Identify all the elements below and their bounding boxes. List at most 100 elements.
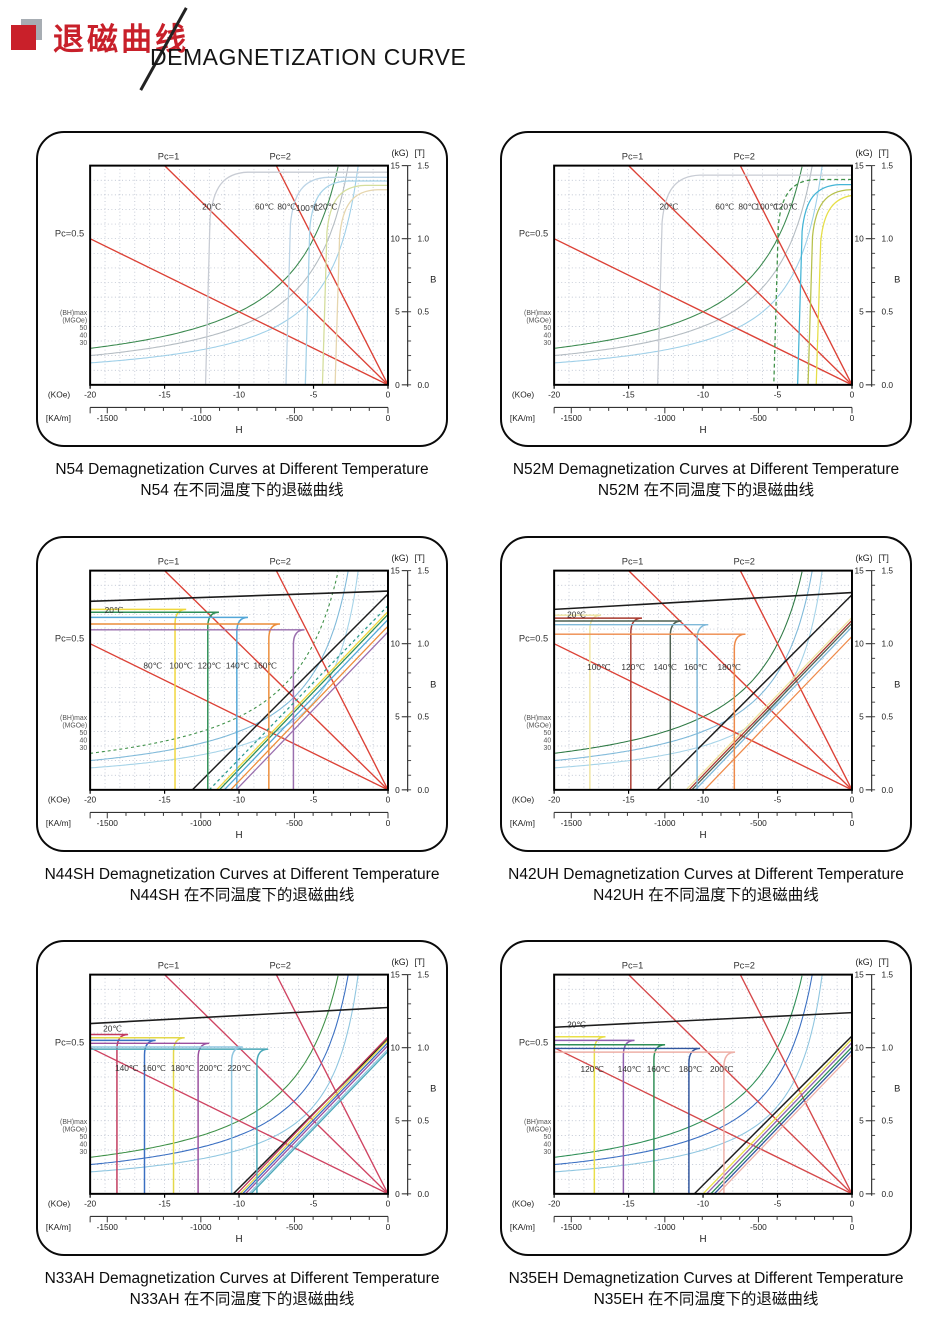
svg-text:[KA/m]: [KA/m] [509,413,534,423]
svg-text:-1000: -1000 [190,413,212,423]
svg-text:-20: -20 [548,390,560,400]
svg-text:(kG): (kG) [391,148,408,158]
svg-text:(MGOe): (MGOe) [526,318,551,325]
svg-text:0: 0 [849,795,854,805]
svg-text:5: 5 [859,307,864,317]
svg-text:20℃: 20℃ [567,1019,586,1029]
svg-text:20℃: 20℃ [104,605,123,615]
svg-text:-500: -500 [286,1222,303,1232]
svg-text:-1500: -1500 [560,413,582,423]
svg-text:1.0: 1.0 [881,234,893,244]
svg-text:100℃: 100℃ [295,203,318,213]
svg-text:15: 15 [854,161,864,171]
svg-text:(BH)max: (BH)max [524,1119,552,1126]
svg-text:60℃: 60℃ [255,201,274,211]
svg-text:50: 50 [79,325,87,332]
svg-text:50: 50 [543,325,551,332]
svg-text:-20: -20 [548,1199,560,1209]
svg-text:(kG): (kG) [855,957,872,967]
caption-n42uh-zh: N42UH 在不同温度下的退磁曲线 [593,887,819,904]
svg-text:-20: -20 [84,795,96,805]
svg-text:1.0: 1.0 [417,639,429,649]
svg-text:-1500: -1500 [96,818,118,828]
svg-text:60℃: 60℃ [715,201,734,211]
svg-text:50: 50 [79,730,87,737]
svg-text:0: 0 [859,380,864,390]
svg-text:10: 10 [390,234,400,244]
svg-text:50: 50 [543,1134,551,1141]
svg-text:0: 0 [385,818,390,828]
svg-text:0: 0 [385,1199,390,1209]
svg-text:100℃: 100℃ [169,661,192,671]
svg-text:(MGOe): (MGOe) [62,318,87,325]
svg-text:-10: -10 [233,795,245,805]
svg-text:B: B [430,680,436,690]
svg-text:[KA/m]: [KA/m] [45,818,70,828]
svg-text:(MGOe): (MGOe) [526,723,551,730]
logo-red-square [11,25,36,50]
svg-text:20℃: 20℃ [567,609,586,619]
svg-text:(MGOe): (MGOe) [526,1127,551,1134]
svg-text:-1000: -1000 [190,818,212,828]
svg-text:0: 0 [849,390,854,400]
svg-text:0: 0 [395,1189,400,1199]
svg-text:Pc=1: Pc=1 [621,557,643,567]
caption-n44sh: N44SH Demagnetization Curves at Differen… [10,864,474,906]
caption-n33ah-en: N33AH Demagnetization Curves at Differen… [44,1270,440,1287]
svg-text:H: H [699,1234,706,1245]
svg-text:80℃: 80℃ [277,201,296,211]
svg-text:0: 0 [385,795,390,805]
caption-n35eh: N35EH Demagnetization Curves at Differen… [474,1268,938,1310]
svg-text:40: 40 [543,1141,551,1148]
svg-text:5: 5 [859,1116,864,1126]
svg-text:1.0: 1.0 [881,639,893,649]
caption-n33ah: N33AH Demagnetization Curves at Differen… [10,1268,474,1310]
svg-text:160℃: 160℃ [646,1064,669,1074]
svg-text:-500: -500 [286,413,303,423]
svg-text:-5: -5 [309,795,317,805]
svg-text:15: 15 [390,161,400,171]
svg-text:40: 40 [79,332,87,339]
svg-text:0: 0 [849,1222,854,1232]
svg-text:0.0: 0.0 [881,785,893,795]
caption-n42uh: N42UH Demagnetization Curves at Differen… [474,864,938,906]
svg-text:Pc=0.5: Pc=0.5 [54,634,83,644]
svg-text:1.5: 1.5 [417,566,429,576]
svg-text:(KOe): (KOe) [511,795,533,805]
svg-text:H: H [699,830,706,841]
svg-text:0.0: 0.0 [417,785,429,795]
svg-text:-1000: -1000 [190,1222,212,1232]
svg-text:[KA/m]: [KA/m] [45,1222,70,1232]
svg-text:Pc=1: Pc=1 [621,961,643,971]
svg-text:0: 0 [385,413,390,423]
svg-text:200℃: 200℃ [710,1064,733,1074]
svg-text:0: 0 [849,818,854,828]
svg-text:200℃: 200℃ [199,1063,222,1073]
svg-text:10: 10 [854,639,864,649]
svg-text:0.5: 0.5 [881,1116,893,1126]
svg-text:(KOe): (KOe) [47,795,69,805]
svg-text:[T]: [T] [878,957,888,967]
svg-text:-10: -10 [233,1199,245,1209]
caption-n54-en: N54 Demagnetization Curves at Different … [55,461,429,478]
svg-text:0: 0 [849,1199,854,1209]
svg-text:120℃: 120℃ [313,201,336,211]
svg-text:50: 50 [543,730,551,737]
svg-text:B: B [894,275,900,285]
svg-text:120℃: 120℃ [621,662,644,672]
svg-text:1.5: 1.5 [881,161,893,171]
svg-text:(KOe): (KOe) [47,390,69,400]
svg-text:1.5: 1.5 [417,161,429,171]
svg-text:-10: -10 [233,390,245,400]
svg-text:[T]: [T] [414,553,424,563]
svg-text:-5: -5 [773,1199,781,1209]
svg-text:100℃: 100℃ [587,662,610,672]
svg-text:0.5: 0.5 [417,307,429,317]
svg-text:-15: -15 [622,1199,634,1209]
svg-text:-15: -15 [158,390,170,400]
svg-text:1.5: 1.5 [417,970,429,980]
svg-text:0.0: 0.0 [881,380,893,390]
caption-n33ah-zh: N33AH 在不同温度下的退磁曲线 [129,1291,355,1308]
chart-card-n52m: Pc=0.5 Pc=1 Pc=2 20℃ 60℃ 80℃ 100℃ 120℃ (BH)max (M… [500,131,912,447]
